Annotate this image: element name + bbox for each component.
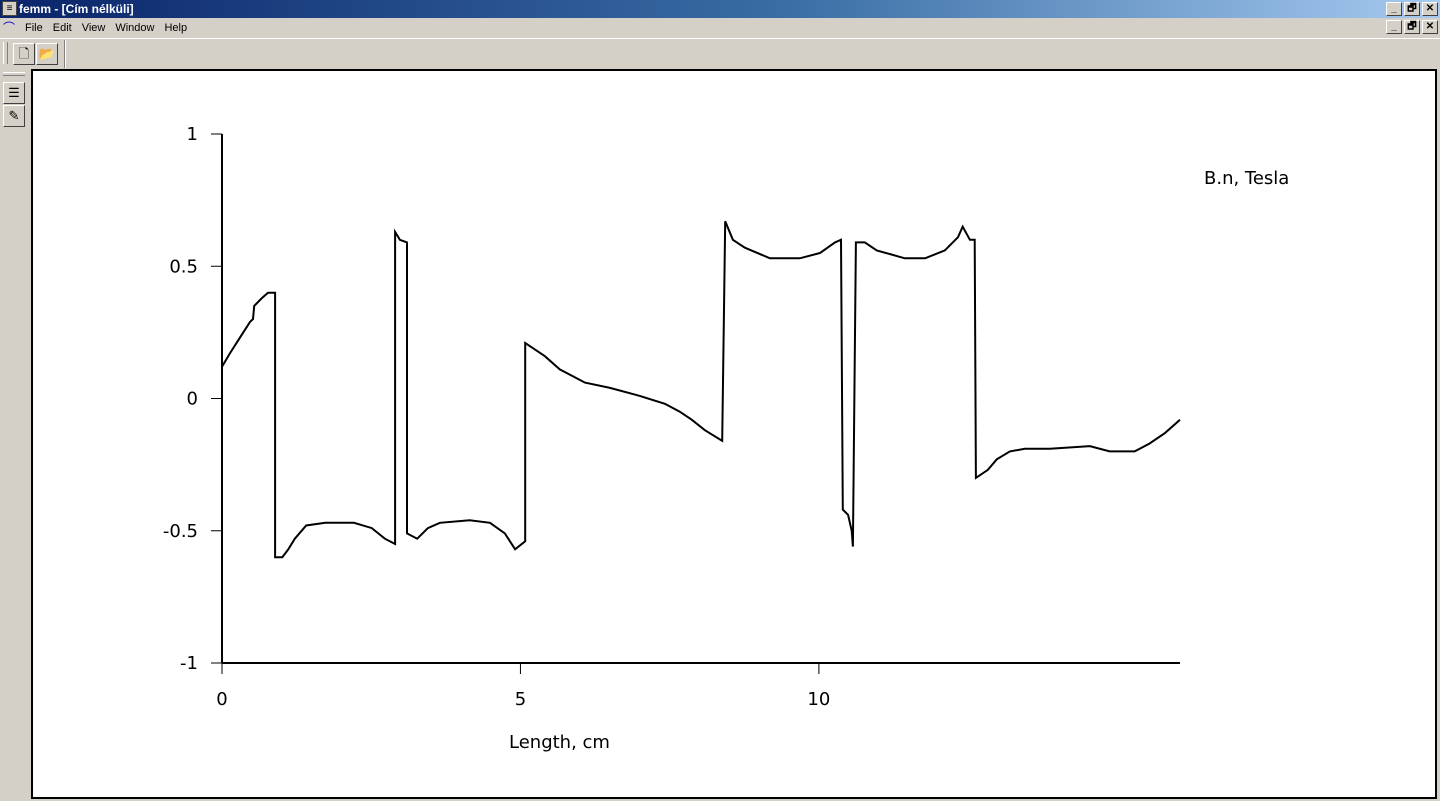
open-folder-icon: 📂 [38, 46, 56, 61]
menu-help[interactable]: Help [164, 22, 188, 34]
femm-app-icon[interactable]: ≡ [2, 1, 17, 16]
plot-area [31, 69, 1437, 799]
y-tick-label: -0.5 [163, 521, 198, 542]
y-tick-label: 1 [187, 124, 198, 145]
doc-restore-button[interactable]: 🗗 [1404, 20, 1420, 34]
new-document-button[interactable]: 🗋 [13, 43, 35, 65]
toolbar: 🗋 📂 [0, 38, 1440, 68]
y-tick-label: -1 [180, 653, 198, 674]
window-title: femm - [Cím nélküli] [19, 2, 134, 16]
list-sort-button[interactable]: ☰ [3, 82, 25, 104]
series-line-bn [221, 220, 1181, 559]
document-plot-icon[interactable]: ⌒ [3, 21, 16, 35]
y-tick-label: 0 [187, 389, 198, 410]
menu-window[interactable]: Window [115, 22, 155, 34]
title-bar: ≡ femm - [Cím nélküli] _ 🗗 ✕ [0, 0, 1440, 18]
x-tick-label: 5 [515, 689, 526, 710]
doc-close-button[interactable]: ✕ [1422, 20, 1438, 34]
doc-minimize-button[interactable]: _ [1386, 20, 1402, 34]
new-document-icon: 🗋 [18, 46, 30, 61]
edit-notes-button[interactable]: ✎ [3, 105, 25, 127]
y-tick-label: 0.5 [169, 256, 198, 277]
x-axis-label: Length, cm [509, 732, 610, 753]
edit-notes-icon: ✎ [8, 108, 20, 123]
restore-button[interactable]: 🗗 [1404, 2, 1420, 16]
chart-title: B.n, Tesla [1204, 168, 1289, 189]
x-tick-label: 0 [216, 689, 227, 710]
menu-view[interactable]: View [81, 22, 106, 34]
open-button[interactable]: 📂 [36, 43, 58, 65]
menu-edit[interactable]: Edit [52, 22, 72, 34]
list-sort-icon: ☰ [8, 85, 20, 100]
menu-bar: ⌒ File Edit View Window Help _ 🗗 ✕ [0, 18, 1440, 38]
x-tick-label: 10 [807, 689, 830, 710]
side-toolbar-grip[interactable] [3, 72, 25, 76]
toolbar-separator [64, 40, 66, 68]
menu-file[interactable]: File [25, 22, 43, 34]
close-button[interactable]: ✕ [1422, 2, 1438, 16]
minimize-button[interactable]: _ [1386, 2, 1402, 16]
toolbar-grip[interactable] [3, 42, 8, 64]
